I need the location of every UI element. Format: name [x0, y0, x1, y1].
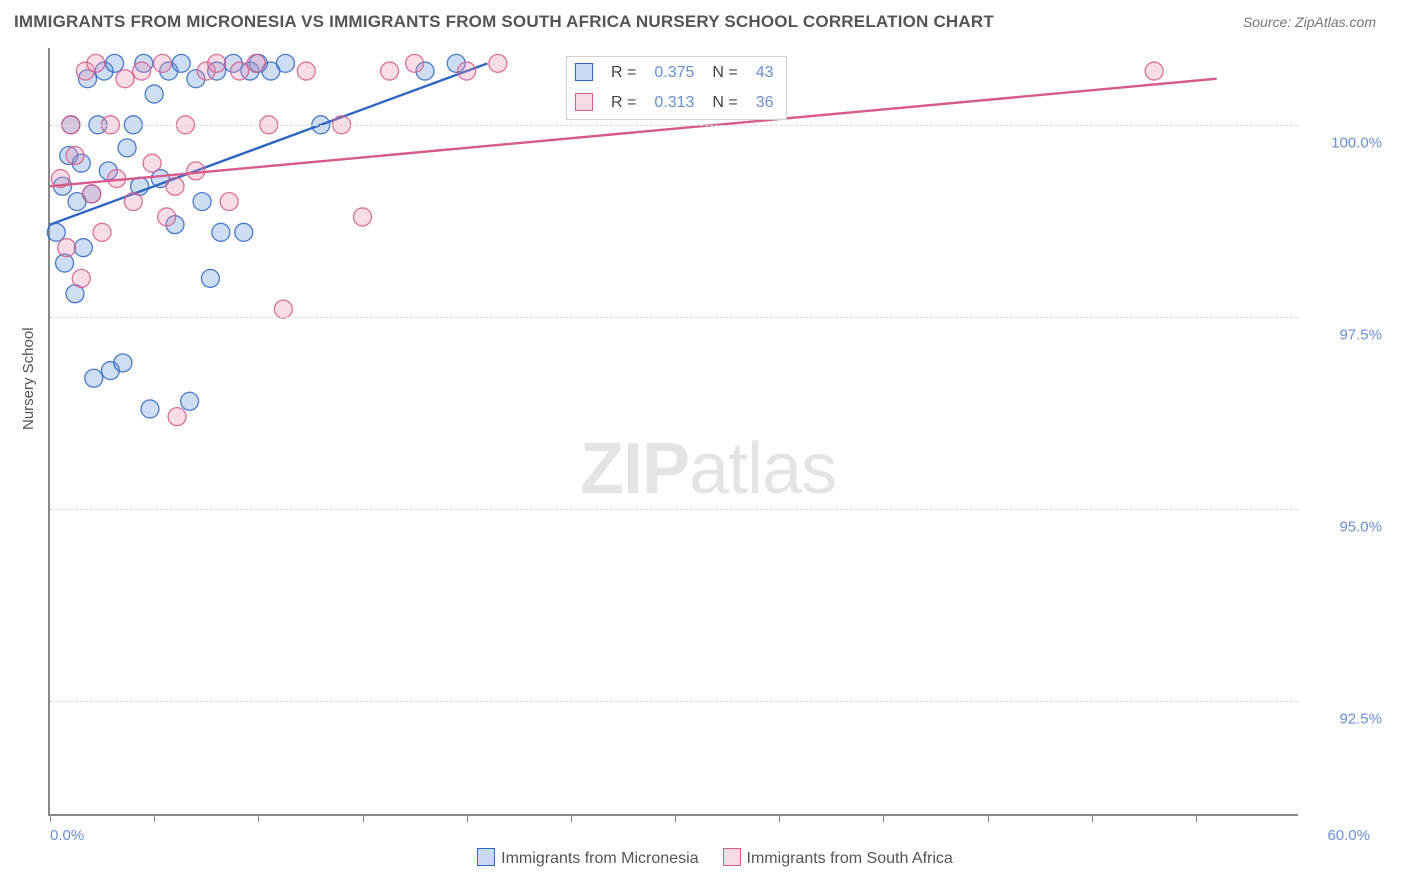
scatter-point	[47, 223, 65, 241]
scatter-point	[133, 62, 151, 80]
y-axis-label: Nursery School	[20, 327, 37, 430]
scatter-point	[118, 139, 136, 157]
scatter-point	[74, 239, 92, 257]
scatter-point	[58, 239, 76, 257]
stats-N-label: N =	[706, 59, 747, 87]
trend-line	[50, 63, 488, 224]
legend-bottom: Immigrants from Micronesia Immigrants fro…	[0, 848, 1406, 868]
scatter-point	[193, 193, 211, 211]
scatter-point	[145, 85, 163, 103]
legend-label: Immigrants from South Africa	[747, 850, 953, 867]
y-tick-label: 100.0%	[1331, 134, 1382, 151]
x-tick	[883, 814, 884, 822]
x-axis-max-label: 60.0%	[1327, 827, 1370, 844]
stats-row: R =0.375N =43	[569, 59, 784, 87]
scatter-point	[1145, 62, 1163, 80]
plot-area: ZIPatlas R =0.375N =43R =0.313N =36 0.0%…	[48, 48, 1298, 816]
scatter-point	[66, 147, 84, 165]
scatter-point	[201, 269, 219, 287]
stats-N-label: N =	[706, 89, 747, 117]
scatter-point	[93, 223, 111, 241]
legend-swatch	[575, 93, 593, 111]
scatter-point	[114, 354, 132, 372]
x-tick	[258, 814, 259, 822]
scatter-point	[458, 62, 476, 80]
scatter-point	[87, 54, 105, 72]
stats-box: R =0.375N =43R =0.313N =36	[566, 56, 787, 120]
scatter-point	[124, 193, 142, 211]
scatter-point	[208, 54, 226, 72]
scatter-point	[85, 369, 103, 387]
y-tick-label: 92.5%	[1339, 710, 1382, 727]
scatter-point	[168, 408, 186, 426]
stats-R-value: 0.375	[648, 59, 704, 87]
scatter-point	[187, 162, 205, 180]
scatter-point	[83, 185, 101, 203]
x-tick	[988, 814, 989, 822]
x-tick	[1092, 814, 1093, 822]
scatter-point	[141, 400, 159, 418]
legend-label: Immigrants from Micronesia	[501, 850, 698, 867]
x-tick	[467, 814, 468, 822]
x-tick	[571, 814, 572, 822]
stats-R-label: R =	[605, 59, 646, 87]
scatter-point	[297, 62, 315, 80]
scatter-point	[276, 54, 294, 72]
gridline	[50, 701, 1298, 702]
scatter-point	[220, 193, 238, 211]
scatter-point	[231, 62, 249, 80]
stats-N-value: 36	[750, 89, 784, 117]
stats-N-value: 43	[750, 59, 784, 87]
scatter-point	[381, 62, 399, 80]
gridline	[50, 125, 1298, 126]
scatter-point	[143, 154, 161, 172]
scatter-point	[172, 54, 190, 72]
x-tick	[675, 814, 676, 822]
scatter-point	[154, 54, 172, 72]
x-axis-min-label: 0.0%	[50, 827, 84, 844]
gridline	[50, 509, 1298, 510]
stats-R-label: R =	[605, 89, 646, 117]
scatter-point	[406, 54, 424, 72]
chart-svg	[50, 48, 1298, 814]
scatter-point	[235, 223, 253, 241]
legend-swatch	[723, 848, 741, 866]
scatter-point	[354, 208, 372, 226]
stats-rows: R =0.375N =43R =0.313N =36	[569, 59, 784, 117]
stats-row: R =0.313N =36	[569, 89, 784, 117]
scatter-point	[72, 269, 90, 287]
source-credit: Source: ZipAtlas.com	[1243, 14, 1376, 30]
gridline	[50, 317, 1298, 318]
legend-swatch	[477, 848, 495, 866]
x-tick	[779, 814, 780, 822]
scatter-point	[106, 54, 124, 72]
scatter-point	[274, 300, 292, 318]
scatter-point	[247, 54, 265, 72]
legend-swatch	[575, 63, 593, 81]
x-tick	[154, 814, 155, 822]
x-tick	[1196, 814, 1197, 822]
scatter-point	[212, 223, 230, 241]
y-tick-label: 95.0%	[1339, 518, 1382, 535]
x-tick	[50, 814, 51, 822]
x-tick	[363, 814, 364, 822]
chart-title: IMMIGRANTS FROM MICRONESIA VS IMMIGRANTS…	[14, 12, 994, 32]
stats-R-value: 0.313	[648, 89, 704, 117]
scatter-point	[116, 70, 134, 88]
scatter-point	[489, 54, 507, 72]
scatter-point	[166, 177, 184, 195]
scatter-point	[181, 392, 199, 410]
scatter-point	[158, 208, 176, 226]
y-tick-label: 97.5%	[1339, 326, 1382, 343]
